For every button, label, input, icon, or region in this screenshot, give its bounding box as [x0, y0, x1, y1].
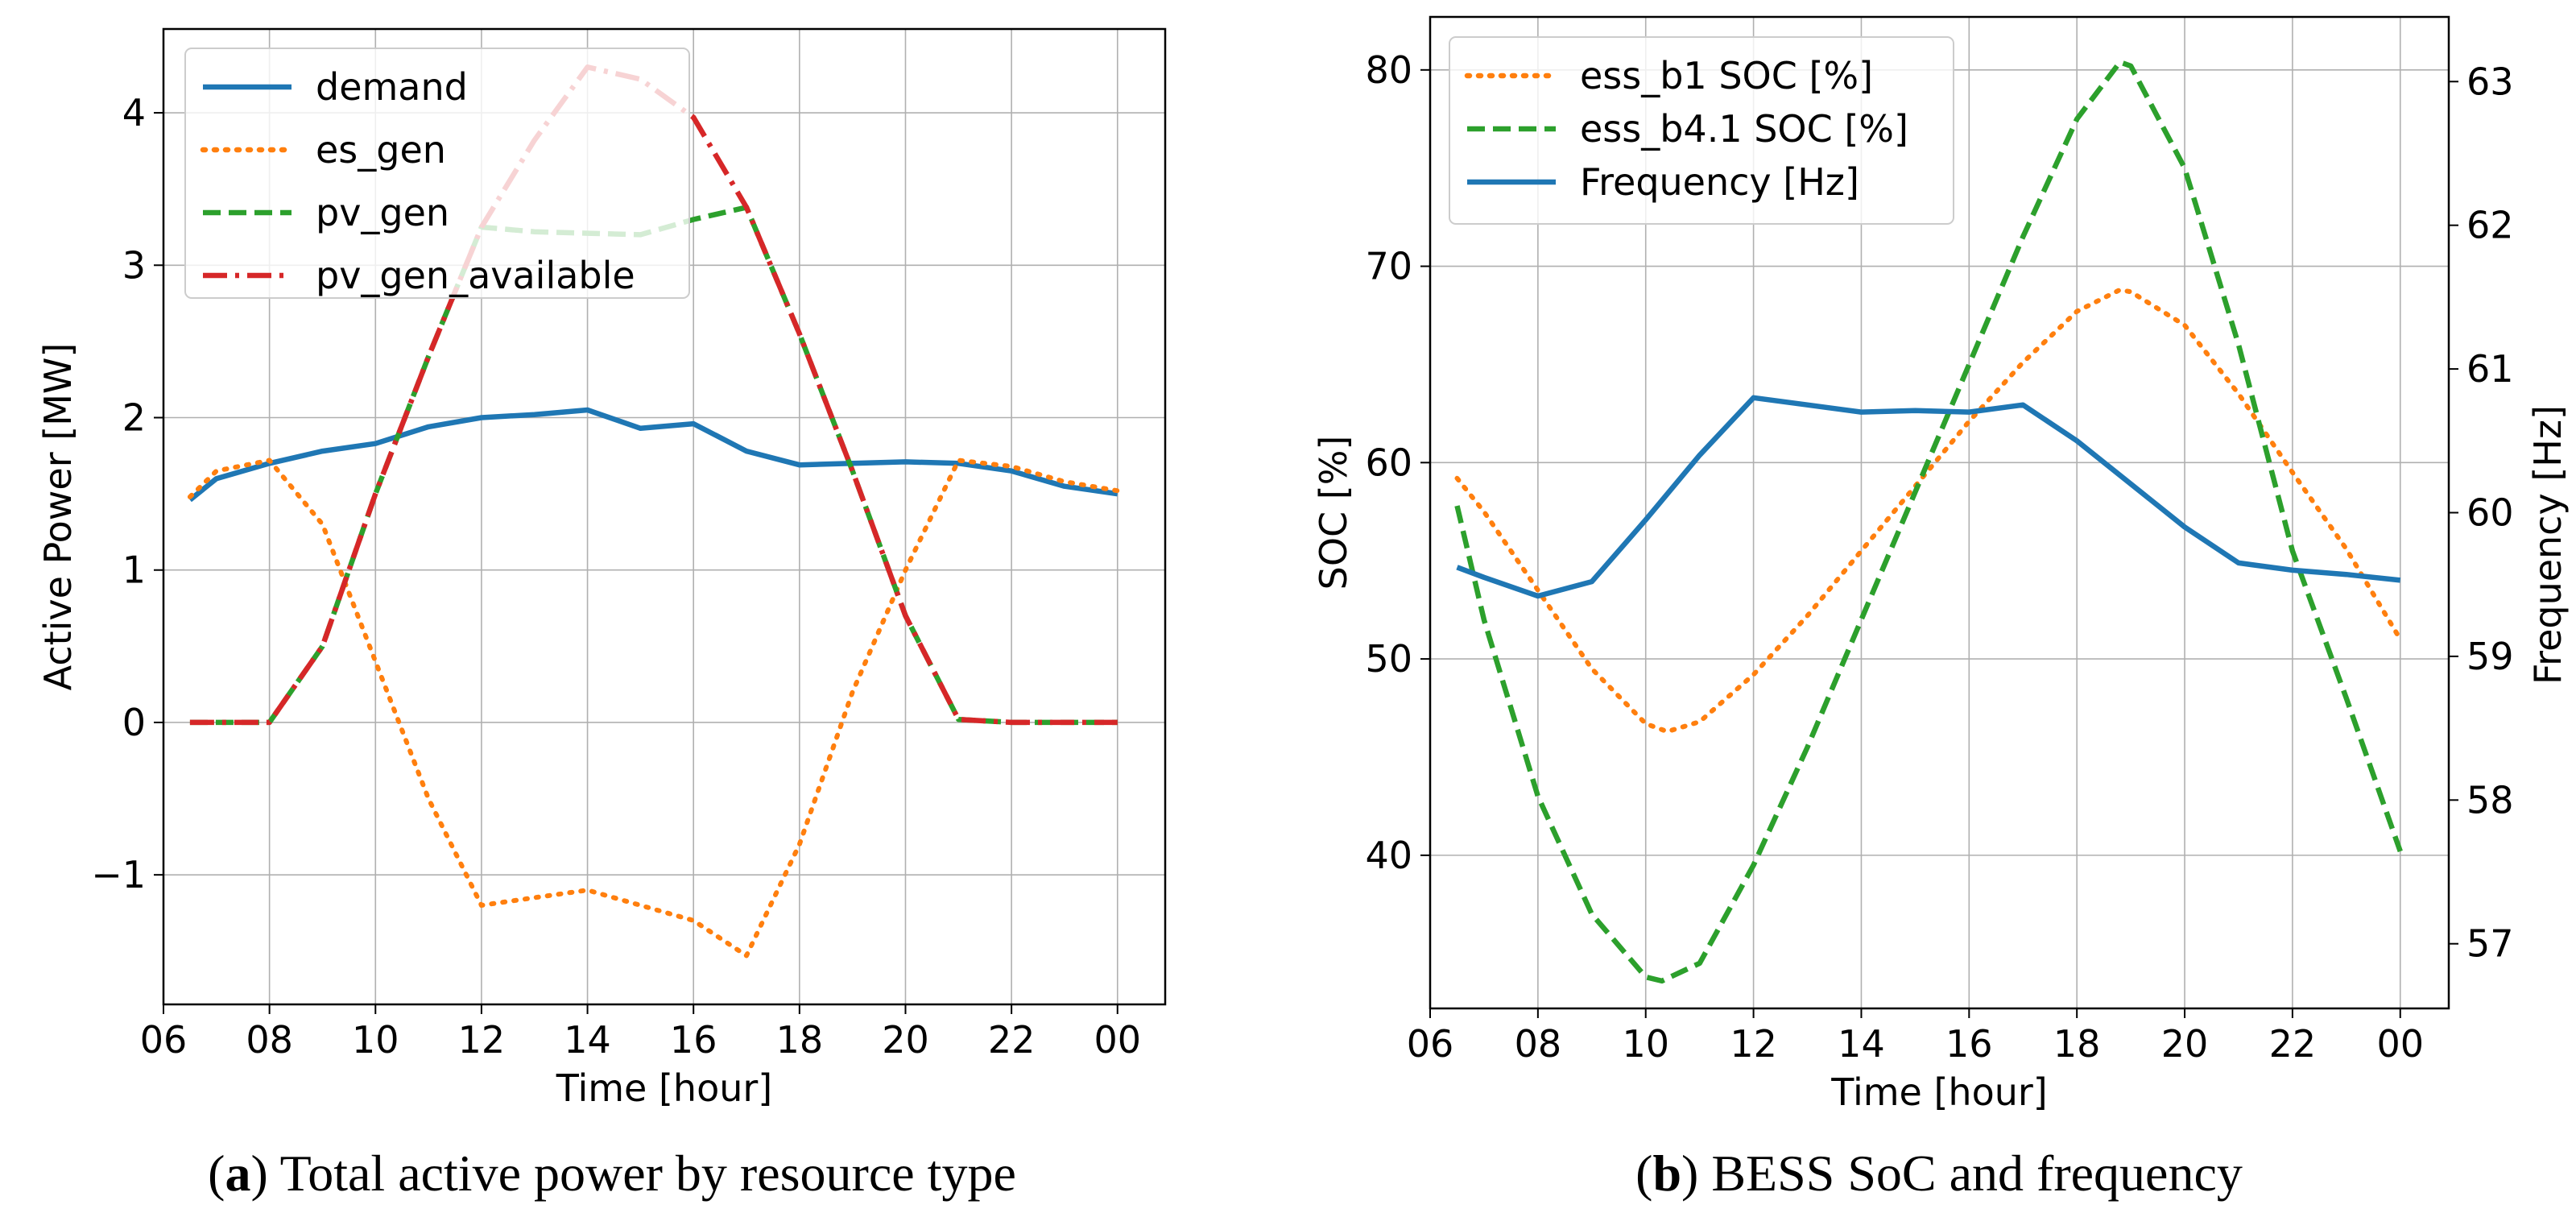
- series-line-demand: [188, 407, 1118, 503]
- x-tick-label: 12: [458, 1018, 506, 1062]
- legend-box: [184, 48, 690, 299]
- y-tick-label: 60: [1365, 441, 1412, 484]
- panel-a-plot-frame: [162, 27, 1167, 1006]
- panel-b-series-lines: [1454, 59, 2403, 984]
- y-tick-label: 50: [1365, 637, 1412, 681]
- legend-label-pv-gen-available: pv_gen_available: [316, 254, 635, 297]
- y-tick-label: 40: [1365, 834, 1412, 877]
- panel-b-legend: ess_b1 SOC [%] ess_b4.1 SOC [%] Frequency …: [1449, 36, 1954, 225]
- y-right-tick-label: 58: [2466, 778, 2514, 822]
- legend-label-ess-b4-1-soc: ess_b4.1 SOC [%]: [1580, 107, 1908, 151]
- y-right-tick-label: 59: [2466, 635, 2514, 678]
- panel-b-caption-text: BESS SoC and frequency: [1711, 1145, 2243, 1202]
- panel-b-right-y-axis-label: Frequency [Hz]: [2526, 405, 2570, 685]
- y-tick-label: 80: [1365, 48, 1412, 92]
- y-right-tick-label: 63: [2466, 60, 2514, 103]
- x-tick-label: 08: [1515, 1022, 1562, 1066]
- legend-label-frequency-hz: Frequency [Hz]: [1580, 160, 1859, 204]
- x-tick-label: 06: [140, 1018, 188, 1062]
- x-tick-label: 06: [1407, 1022, 1454, 1066]
- panel-b-caption-close: ): [1681, 1145, 1711, 1202]
- legend-label-ess-b1-soc: ess_b1 SOC [%]: [1580, 54, 1873, 97]
- series-line-es-gen: [187, 457, 1120, 958]
- x-tick-label: 08: [246, 1018, 293, 1062]
- series-line-ess-b4-1-soc: [1454, 59, 2403, 984]
- y-tick-label: 0: [122, 701, 146, 744]
- x-tick-label: 18: [2053, 1022, 2101, 1066]
- x-tick-label: 00: [2376, 1022, 2424, 1066]
- y-tick-label: 3: [122, 243, 146, 287]
- x-tick-label: 20: [2161, 1022, 2209, 1066]
- y-right-tick-label: 57: [2466, 922, 2514, 966]
- x-tick-label: 18: [776, 1018, 824, 1062]
- y-tick-label: 2: [122, 396, 146, 440]
- y-right-tick-label: 60: [2466, 491, 2514, 535]
- panel-a-caption-open: (: [208, 1145, 225, 1202]
- x-tick-label: 16: [1945, 1022, 1993, 1066]
- panel-b-caption-open: (: [1635, 1145, 1652, 1202]
- series-line-frequency-hz: [1456, 395, 2401, 599]
- x-tick-label: 22: [2269, 1022, 2317, 1066]
- panel-a-caption-text: Total active power by resource type: [280, 1145, 1016, 1202]
- panel-a-caption-letter: a: [225, 1145, 250, 1202]
- x-tick-label: 14: [564, 1018, 611, 1062]
- y-right-tick-label: 62: [2466, 204, 2514, 247]
- panel-a-y-axis-label: Active Power [MW]: [36, 343, 80, 691]
- panel-a-caption: (a) Total active power by resource type: [208, 1145, 1016, 1202]
- x-tick-label: 22: [988, 1018, 1036, 1062]
- legend-label-pv-gen: pv_gen: [316, 191, 449, 234]
- legend-box: [1449, 36, 1954, 225]
- legend-label-demand: demand: [316, 65, 468, 109]
- panel-a-x-axis-label: Time [hour]: [556, 1066, 772, 1110]
- y-tick-label: 1: [122, 549, 146, 592]
- y-right-tick-label: 61: [2466, 347, 2514, 391]
- panel-a-caption-close: ): [250, 1145, 279, 1202]
- x-tick-label: 00: [1094, 1018, 1141, 1062]
- y-tick-label: 70: [1365, 245, 1412, 288]
- x-tick-label: 16: [670, 1018, 717, 1062]
- panel-b-x-axis-label: Time [hour]: [1830, 1070, 2047, 1114]
- panel-b-caption-letter: b: [1652, 1145, 1681, 1202]
- x-tick-label: 14: [1838, 1022, 1885, 1066]
- x-tick-label: 20: [882, 1018, 929, 1062]
- y-tick-label: −1: [91, 853, 146, 896]
- x-tick-label: 10: [1622, 1022, 1669, 1066]
- panel-b-y-axis-label: SOC [%]: [1312, 436, 1355, 590]
- panel-b-chart: 06 08 10 12 14 16 18 20 22 00 40 50 60 70 80 57 58 59 60 61…: [1312, 15, 2570, 1114]
- panel-b-caption: (b) BESS SoC and frequency: [1635, 1145, 2243, 1202]
- y-tick-label: 4: [122, 91, 146, 135]
- legend-label-es-gen: es_gen: [316, 128, 446, 172]
- panel-a-legend: demand es_gen pv_gen pv_gen_available: [184, 48, 690, 299]
- x-tick-label: 12: [1730, 1022, 1777, 1066]
- panel-b-ticks: 06 08 10 12 14 16 18 20 22 00 40 50 60 70 80 57 58 59 60 61…: [1365, 48, 2513, 1066]
- x-tick-label: 10: [352, 1018, 399, 1062]
